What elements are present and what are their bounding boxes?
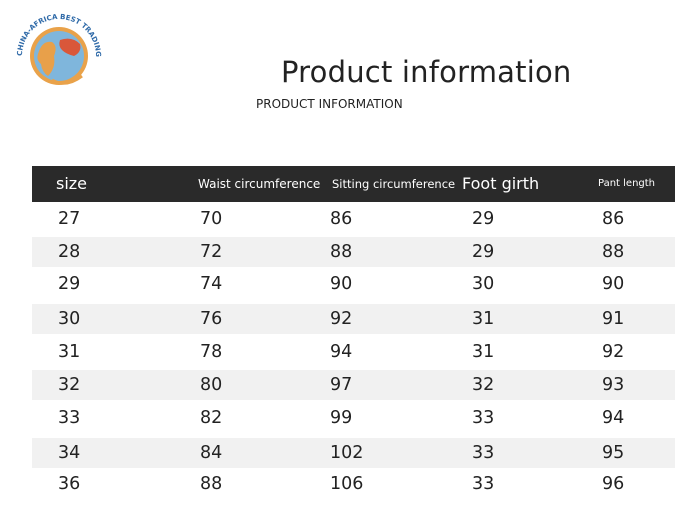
cell-sitting: 102 <box>330 443 364 463</box>
header-pant-length: Pant length <box>598 178 656 189</box>
cell-pant-length: 94 <box>602 408 625 428</box>
cell-sitting: 92 <box>330 309 353 329</box>
cell-size: 33 <box>58 408 81 428</box>
cell-pant-length: 95 <box>602 443 625 463</box>
table-row: 33 82 99 33 94 <box>32 403 675 433</box>
cell-sitting: 97 <box>330 375 353 395</box>
cell-waist: 84 <box>200 443 223 463</box>
cell-foot: 30 <box>472 274 495 294</box>
cell-waist: 80 <box>200 375 223 395</box>
brand-logo: CHINA-AFRICA BEST TRADING PLATFORM <box>5 0 110 98</box>
cell-waist: 70 <box>200 209 223 229</box>
header-size: size <box>56 174 88 193</box>
cell-pant-length: 92 <box>602 342 625 362</box>
page-title: Product information <box>281 55 572 89</box>
cell-size: 28 <box>58 242 81 262</box>
cell-sitting: 99 <box>330 408 353 428</box>
cell-sitting: 86 <box>330 209 353 229</box>
cell-foot: 31 <box>472 309 495 329</box>
cell-waist: 74 <box>200 274 223 294</box>
cell-size: 34 <box>58 443 81 463</box>
cell-size: 30 <box>58 309 81 329</box>
table-row: 30 76 92 31 91 <box>32 304 675 334</box>
cell-waist: 78 <box>200 342 223 362</box>
cell-waist: 72 <box>200 242 223 262</box>
cell-sitting: 88 <box>330 242 353 262</box>
table-row: 34 84 102 33 95 <box>32 438 675 468</box>
cell-waist: 88 <box>200 474 223 494</box>
table-row: 28 72 88 29 88 <box>32 237 675 267</box>
header-waist: Waist circumference <box>198 177 321 191</box>
cell-waist: 76 <box>200 309 223 329</box>
table-row: 32 80 97 32 93 <box>32 370 675 400</box>
cell-pant-length: 96 <box>602 474 625 494</box>
cell-foot: 33 <box>472 443 495 463</box>
cell-size: 36 <box>58 474 81 494</box>
cell-pant-length: 93 <box>602 375 625 395</box>
cell-foot: 32 <box>472 375 495 395</box>
cell-foot: 33 <box>472 474 495 494</box>
table-header: size Waist circumference Sitting circumf… <box>32 166 675 202</box>
table-row: 29 74 90 30 90 <box>32 269 675 299</box>
table-row: 31 78 94 31 92 <box>32 337 675 367</box>
cell-size: 31 <box>58 342 81 362</box>
cell-foot: 29 <box>472 209 495 229</box>
cell-foot: 29 <box>472 242 495 262</box>
header-foot: Foot girth <box>462 174 540 193</box>
table-row: 36 88 106 33 96 <box>32 469 675 499</box>
cell-pant-length: 88 <box>602 242 625 262</box>
cell-waist: 82 <box>200 408 223 428</box>
cell-foot: 33 <box>472 408 495 428</box>
cell-sitting: 106 <box>330 474 364 494</box>
table-row: 27 70 86 29 86 <box>32 204 675 234</box>
cell-pant-length: 90 <box>602 274 625 294</box>
page-subtitle: PRODUCT INFORMATION <box>256 97 403 111</box>
cell-size: 32 <box>58 375 81 395</box>
cell-foot: 31 <box>472 342 495 362</box>
cell-sitting: 90 <box>330 274 353 294</box>
cell-sitting: 94 <box>330 342 353 362</box>
header-sitting: Sitting circumference <box>332 177 456 191</box>
cell-size: 29 <box>58 274 81 294</box>
cell-pant-length: 91 <box>602 309 625 329</box>
cell-pant-length: 86 <box>602 209 625 229</box>
cell-size: 27 <box>58 209 81 229</box>
